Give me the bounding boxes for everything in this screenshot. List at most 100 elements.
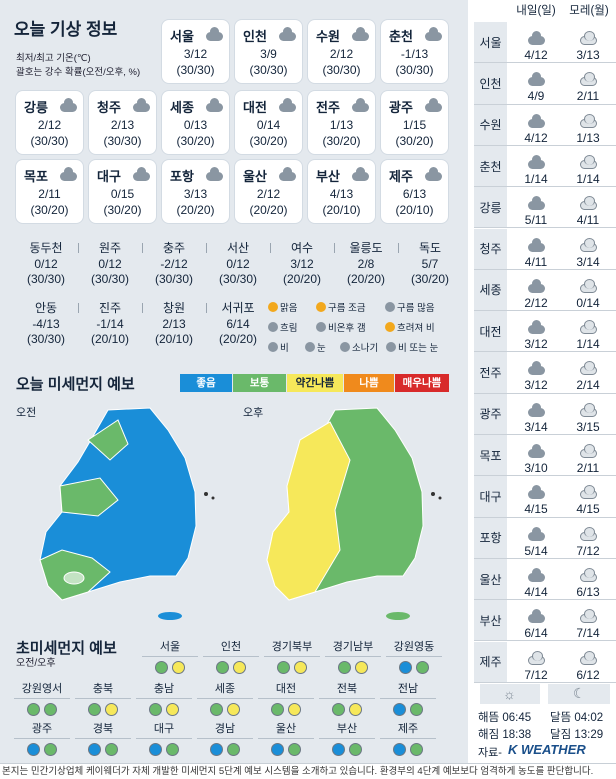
forecast-row: 포항 5/14 7/12	[474, 517, 616, 559]
small-city-temp: 0/12	[34, 257, 58, 271]
city-card: 제주 6/13 (20/10)	[381, 160, 448, 223]
uf-region: 경북	[75, 722, 131, 757]
day2-temp: 2/11	[576, 461, 600, 475]
city-name: 세종	[170, 100, 194, 115]
legend-label: 비온후 갬	[328, 323, 366, 334]
city-name: 인천	[243, 29, 267, 44]
city-name: 제주	[389, 169, 413, 184]
city-temp: 0/15	[110, 187, 135, 201]
forecast-day2: 1/14	[562, 146, 614, 186]
uf-region-name: 부산	[319, 722, 375, 739]
small-city: 진주 -1/14 (20/10)	[78, 299, 142, 351]
forecast-day2: 2/11	[562, 63, 614, 103]
cloud-icon	[579, 609, 597, 624]
temp-note: 최저/최고 기온(℃)	[16, 53, 91, 64]
cloud-icon	[527, 154, 545, 169]
col-tomorrow: 내일(일)	[516, 5, 556, 17]
am-label: 오전	[16, 407, 37, 419]
uf-dots	[14, 703, 70, 717]
forecast-row: 청주 4/11 3/14	[474, 228, 616, 270]
cloud-icon	[425, 98, 442, 117]
cloud-icon	[527, 31, 545, 45]
forecast-row: 울산 4/14 6/13	[474, 558, 616, 601]
small-city-rain: (20/10)	[154, 332, 194, 346]
pm-level-chip: 약간나쁨	[287, 374, 343, 392]
forecast-day2: 7/14	[562, 600, 614, 640]
small-city-rain: (20/10)	[90, 332, 130, 346]
uf-dots	[203, 661, 259, 675]
small-city: 동두천 0/12 (30/30)	[14, 239, 78, 291]
uf-region: 경기남부	[325, 640, 381, 675]
day1-temp: 3/12	[524, 378, 548, 393]
small-city-rain: (30/30)	[154, 272, 194, 286]
city-card: 부산 4/13 (20/10)	[308, 160, 375, 223]
cloud-icon	[425, 27, 442, 46]
cloud-icon	[527, 113, 545, 128]
small-city-name: 독도	[418, 241, 442, 255]
uf-region-name: 서울	[142, 640, 198, 657]
uf-am-dot	[88, 703, 101, 716]
day1-temp: 4/12	[524, 130, 548, 145]
left-panel: 오늘 기상 정보 최저/최고 기온(℃) 괄호는 강수 확률(오전/오후, %)…	[0, 0, 468, 763]
forecast-row: 대전 3/12 1/14	[474, 311, 616, 353]
uf-pm-dot	[44, 743, 57, 756]
weather-title: 오늘 기상 정보	[14, 20, 118, 39]
uf-pm-dot	[410, 703, 423, 716]
uf-region-name: 전북	[319, 682, 375, 699]
day1-temp: 3/10	[524, 461, 548, 475]
forecast-day2: 7/12	[562, 518, 614, 558]
cloud-icon	[527, 72, 545, 87]
uf-dots	[319, 743, 375, 757]
legend-label: 맑음	[280, 303, 298, 314]
uf-region-name: 강원영동	[386, 640, 442, 657]
uf-am-dot	[399, 661, 412, 674]
small-city-name: 창원	[162, 301, 186, 315]
forecast-row: 수원 4/12 1/13	[474, 104, 616, 146]
uf-dots	[264, 661, 320, 675]
separator	[270, 243, 271, 253]
small-city-name: 울릉도	[349, 241, 383, 255]
city-rain: (20/10)	[322, 203, 361, 217]
cloud-icon	[60, 98, 77, 117]
city-temp: 6/13	[402, 187, 427, 201]
uf-region: 서울	[142, 640, 198, 675]
day2-temp: 2/14	[576, 378, 600, 393]
uf-region-name: 경북	[75, 722, 131, 739]
separator	[206, 303, 207, 313]
uf-region: 광주	[14, 722, 70, 757]
moonrise: 달뜸 04:02	[550, 712, 604, 724]
day2-temp: 7/14	[576, 626, 600, 641]
forecast-row: 인천 4/9 2/11	[474, 63, 616, 105]
cloud-icon	[579, 361, 597, 376]
city-name: 포항	[170, 169, 194, 184]
cloud-icon	[579, 154, 597, 169]
day2-temp: 1/14	[576, 337, 600, 352]
cloud-icon	[133, 98, 150, 117]
forecast-day2: 6/12	[562, 642, 614, 682]
uf-region: 인천	[203, 640, 259, 675]
uf-pm-dot	[105, 703, 118, 716]
legend-label: 비 또는 눈	[398, 343, 439, 354]
cloud-icon	[579, 237, 597, 252]
forecast-row: 강릉 5/11 4/11	[474, 187, 616, 229]
cloud-icon	[579, 650, 597, 665]
rain-note: 괄호는 강수 확률(오전/오후, %)	[16, 67, 141, 78]
kweather-logo: K WEATHER	[508, 742, 586, 757]
city-rain: (30/20)	[176, 134, 215, 148]
forecast-day2: 6/13	[562, 559, 614, 599]
sunrise: 해뜸 06:45	[478, 712, 532, 724]
uf-dots	[136, 703, 192, 717]
forecast-day2: 3/15	[562, 394, 614, 434]
small-city-temp: 2/13	[162, 317, 186, 331]
city-name: 목포	[24, 169, 48, 184]
city-name: 청주	[97, 100, 121, 115]
forecast-city: 수원	[474, 104, 507, 145]
uf-pm-dot	[227, 743, 240, 756]
city-rain: (30/20)	[322, 134, 361, 148]
uf-region: 울산	[258, 722, 314, 757]
city-card: 춘천 -1/13 (30/30)	[381, 20, 448, 83]
pm-maps	[39, 407, 442, 620]
small-city-temp: -1/14	[96, 317, 124, 331]
city-rain: (30/30)	[322, 63, 361, 77]
forecast-panel: 내일(일) 모레(월) 서울 4/12 3/13 인천 4/9 2/11 수원 4/12 1/1…	[474, 0, 616, 763]
